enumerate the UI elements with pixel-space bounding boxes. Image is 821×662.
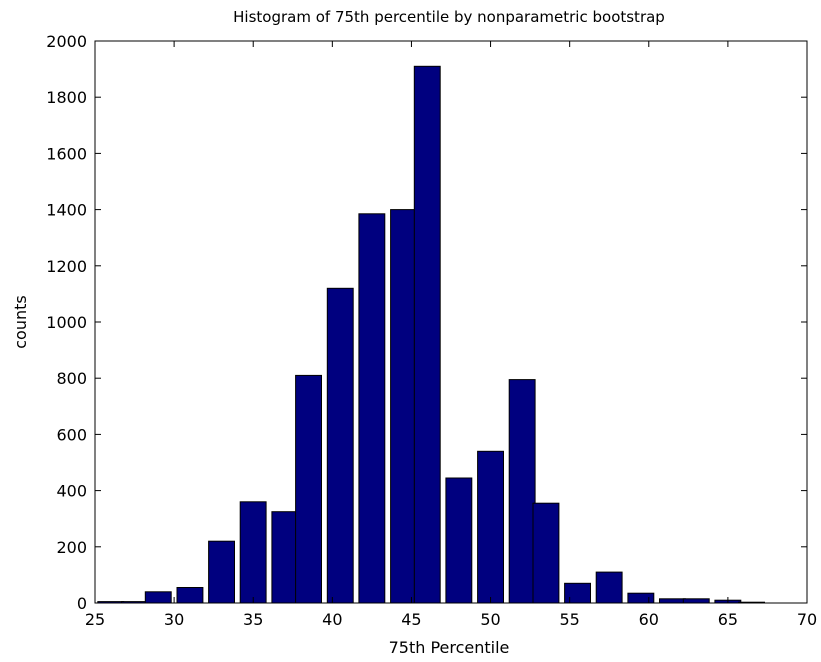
histogram-bar xyxy=(627,592,655,604)
y-tick-label: 0 xyxy=(77,594,87,613)
histogram-bar xyxy=(176,587,204,604)
x-axis: 25 30 35 40 45 50 55 60 65 70 xyxy=(85,41,817,629)
x-tick-label: 65 xyxy=(718,610,738,629)
histogram-bar xyxy=(271,511,299,604)
histogram-bar xyxy=(445,477,473,604)
x-tick-label: 55 xyxy=(559,610,579,629)
x-tick-label: 25 xyxy=(85,610,105,629)
x-tick-label: 30 xyxy=(164,610,184,629)
y-tick-label: 800 xyxy=(56,369,87,388)
x-tick-label: 50 xyxy=(480,610,500,629)
histogram-bar xyxy=(595,571,623,604)
x-tick-label: 35 xyxy=(243,610,263,629)
y-tick-label: 400 xyxy=(56,482,87,501)
histogram-bar xyxy=(477,450,505,604)
y-tick-label: 1400 xyxy=(46,201,87,220)
histogram-bar xyxy=(738,601,765,604)
y-tick-label: 200 xyxy=(56,538,87,557)
y-axis: 0 200 400 600 800 1000 1200 1400 1600 1800 2000 xyxy=(46,32,807,613)
x-axis-title: 75th Percentile xyxy=(389,638,510,657)
histogram-bar xyxy=(564,582,591,604)
x-tick-label: 40 xyxy=(322,610,342,629)
y-tick-label: 2000 xyxy=(46,32,87,51)
histogram-bar xyxy=(390,209,418,604)
histogram-bar xyxy=(144,591,172,604)
bar-group xyxy=(97,65,765,604)
y-tick-label: 1200 xyxy=(46,257,87,276)
chart-title: Histogram of 75th percentile by nonparam… xyxy=(233,8,665,26)
histogram-bar xyxy=(295,374,323,604)
x-tick-label: 70 xyxy=(797,610,817,629)
y-tick-label: 1800 xyxy=(46,88,87,107)
x-tick-label: 60 xyxy=(639,610,659,629)
y-tick-label: 1600 xyxy=(46,144,87,163)
histogram-bar xyxy=(413,65,441,604)
histogram-bar xyxy=(97,601,125,604)
histogram-bar xyxy=(121,601,148,604)
histogram-bar xyxy=(358,213,386,604)
y-tick-label: 1000 xyxy=(46,313,87,332)
histogram-bar xyxy=(659,598,686,604)
histogram-bar xyxy=(508,379,536,604)
y-tick-label: 600 xyxy=(56,425,87,444)
histogram-bar xyxy=(326,287,354,604)
y-axis-title: counts xyxy=(11,295,30,348)
x-tick-label: 45 xyxy=(401,610,421,629)
histogram-bar xyxy=(532,502,560,604)
histogram-bar xyxy=(208,540,236,604)
histogram-bar xyxy=(682,598,710,604)
histogram-bar xyxy=(239,501,267,604)
